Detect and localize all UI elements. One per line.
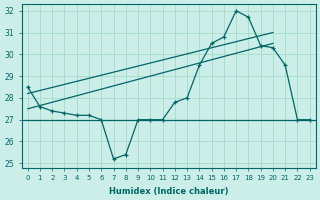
X-axis label: Humidex (Indice chaleur): Humidex (Indice chaleur) (109, 187, 228, 196)
